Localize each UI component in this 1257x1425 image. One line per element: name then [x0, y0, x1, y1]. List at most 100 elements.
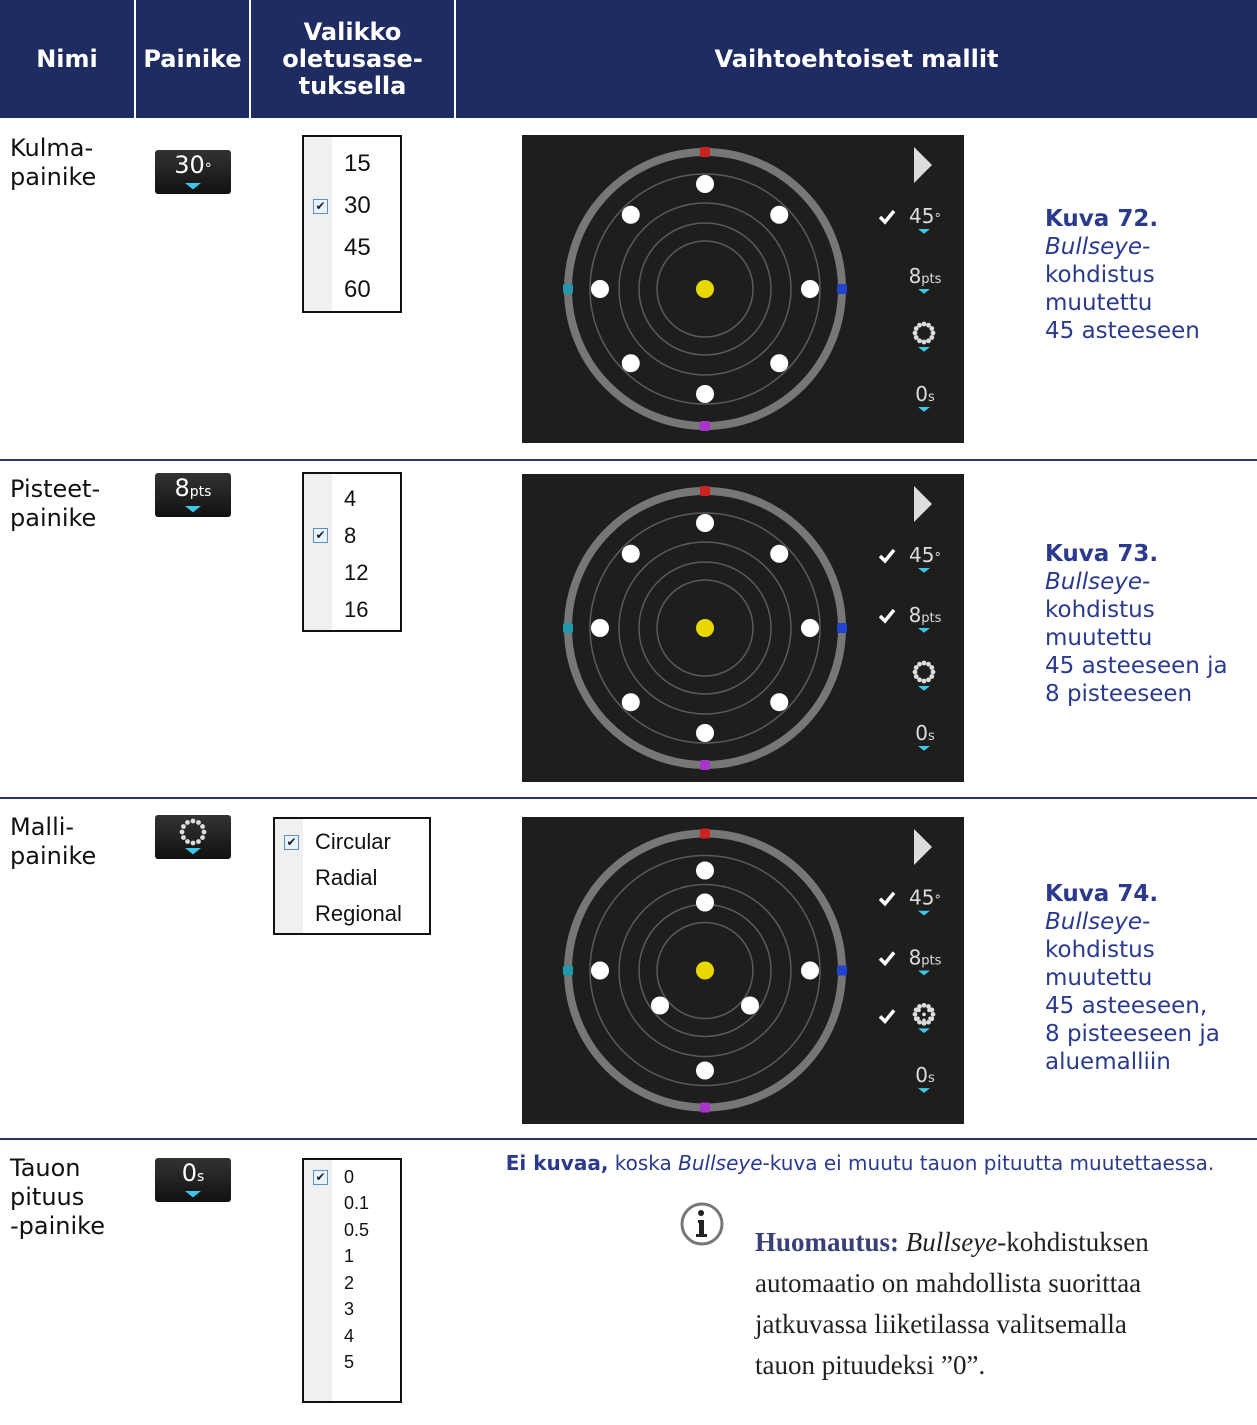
option-label: 12 [344, 559, 369, 585]
control-unit: pts [921, 954, 941, 969]
ring-marker [563, 284, 573, 294]
dropdown-menu: 15 ✔ 30 45 60 [302, 135, 402, 313]
control-unit: pts [921, 611, 941, 626]
row-name: Malli-painike [10, 813, 96, 871]
dropdown-arrow [918, 746, 930, 751]
pattern-dot [181, 835, 186, 840]
button-graphic [185, 1191, 201, 1198]
pattern-dot [921, 339, 927, 345]
caption-line: Bullseye- [1045, 234, 1151, 260]
caption-line: aluemalliin [1045, 1049, 1171, 1075]
target-dot [741, 996, 759, 1015]
button-icon: 8pts [155, 473, 231, 517]
info-icon [680, 1202, 724, 1246]
inner-ring [656, 240, 754, 338]
menu-option: 5 [304, 1349, 400, 1376]
play-icon [914, 829, 932, 865]
option-label: 0.5 [344, 1219, 370, 1240]
dropdown-arrow [185, 506, 201, 513]
dropdown-arrow [918, 407, 930, 412]
target-dot [621, 205, 640, 224]
pattern-dot [190, 818, 196, 824]
dropdown-arrow [918, 970, 930, 976]
pattern-dot [929, 326, 935, 331]
option-label: 2 [344, 1272, 355, 1293]
menu-option: 45 [304, 227, 400, 269]
pattern-dot [917, 322, 922, 328]
pattern-dot [200, 835, 205, 840]
check-mark [878, 951, 896, 967]
name-line: Tauon [10, 1154, 81, 1182]
target-dot [591, 619, 609, 637]
target-dot [696, 861, 714, 880]
control-value: 8 [909, 264, 922, 288]
target-dot [696, 893, 714, 912]
pattern-dot [929, 665, 935, 670]
dropdown-arrow [918, 628, 930, 633]
pattern-dot [917, 338, 922, 344]
row-name: Tauon pituus -painike [10, 1154, 105, 1241]
control-value: 45 [909, 886, 934, 910]
dropdown-arrow [918, 568, 930, 573]
caption-title: Kuva 72. [1045, 206, 1159, 232]
row-name: Pisteet-painike [10, 475, 100, 533]
pattern-dot [928, 1016, 932, 1021]
control-label: 8pts [909, 946, 942, 970]
bullseye-screenshot: 45° 8pts 0s [522, 135, 964, 443]
inner-ring [618, 883, 792, 1058]
center-dot [696, 280, 714, 298]
control-value: 0 [915, 721, 928, 745]
ring-marker [700, 828, 710, 839]
control-unit: ° [934, 551, 941, 566]
menu-option: 15 [304, 143, 400, 185]
button-icon: 30° [155, 150, 231, 194]
ring-marker [837, 623, 847, 633]
inner-ring [589, 854, 821, 1087]
play-icon [914, 147, 932, 183]
target-dot [621, 693, 640, 712]
control-value: 0 [915, 382, 928, 406]
inner-ring [656, 579, 754, 677]
caption-title: Kuva 73. [1045, 541, 1159, 567]
row-separator [0, 1138, 1257, 1140]
screen-bg [522, 817, 964, 1124]
pattern-dot [185, 839, 190, 844]
pattern-dot [196, 839, 201, 844]
no-image-text: Ei kuvaa, koska Bullseye-kuva ei muutu t… [505, 1150, 1215, 1176]
ring-marker [700, 486, 710, 496]
name-line: pituus [10, 1183, 85, 1211]
center-dot [696, 619, 714, 637]
column-header: Vaihtoehtoiset mallit [714, 44, 999, 73]
control-label: 0s [915, 1063, 935, 1087]
inner-ring [618, 202, 792, 376]
pattern-dot [916, 1016, 920, 1021]
pattern-dot [196, 820, 201, 825]
caption-line: 45 asteeseen ja [1045, 653, 1228, 679]
pattern-dot [922, 1018, 926, 1023]
menu-option: Radial [275, 860, 429, 896]
target-dot [770, 693, 789, 712]
control-label: 45° [909, 204, 941, 228]
option-label: 16 [344, 596, 369, 622]
menu-option: 4 [304, 480, 400, 517]
center-dot [696, 961, 714, 980]
option-label: 0.1 [344, 1193, 370, 1214]
caption-title: Kuva 74. [1045, 881, 1159, 907]
dropdown-menu: ✔ 0 0.1 0.5 1 2 3 4 5 [302, 1158, 402, 1403]
row-separator [0, 797, 1257, 799]
ring-marker [700, 760, 710, 770]
name-line: painike [10, 163, 97, 191]
ring-marker [837, 284, 847, 294]
caption-line: kohdistus [1045, 937, 1155, 963]
pattern-dot [179, 829, 185, 835]
option-label: Regional [315, 901, 402, 927]
caption-line: muutettu [1045, 625, 1153, 651]
name-line: painike [10, 842, 97, 870]
dropdown-arrow [918, 1028, 930, 1034]
pattern-dot [201, 829, 207, 835]
check-mark [878, 209, 896, 225]
name-line: painike [10, 504, 97, 532]
dropdown-arrow [185, 848, 201, 855]
control-label: 8pts [909, 603, 942, 627]
pattern-dot [926, 1019, 931, 1025]
